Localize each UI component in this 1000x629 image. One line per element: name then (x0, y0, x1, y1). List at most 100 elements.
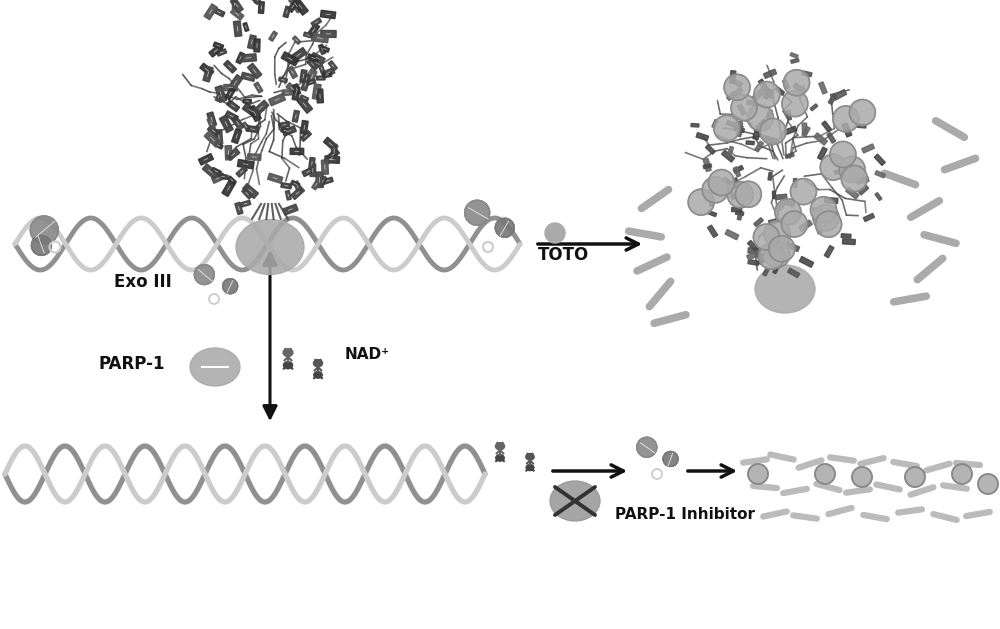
Polygon shape (857, 124, 866, 128)
Polygon shape (240, 200, 251, 207)
Polygon shape (316, 172, 323, 187)
Circle shape (833, 106, 859, 132)
Polygon shape (301, 78, 309, 91)
Polygon shape (318, 64, 325, 74)
Polygon shape (290, 47, 307, 62)
Polygon shape (321, 160, 328, 174)
Polygon shape (747, 250, 760, 260)
Text: PARP-1 Inhibitor: PARP-1 Inhibitor (615, 507, 755, 522)
Polygon shape (242, 122, 251, 131)
Polygon shape (772, 191, 776, 199)
Circle shape (753, 224, 779, 250)
Polygon shape (786, 110, 791, 120)
Polygon shape (465, 200, 490, 225)
Polygon shape (228, 74, 243, 91)
Polygon shape (834, 169, 843, 174)
Circle shape (760, 118, 786, 145)
Polygon shape (209, 45, 223, 57)
Polygon shape (842, 239, 855, 245)
Circle shape (782, 91, 808, 116)
Polygon shape (212, 173, 225, 183)
Polygon shape (292, 36, 301, 45)
Polygon shape (712, 120, 718, 128)
Polygon shape (784, 126, 797, 135)
Polygon shape (799, 220, 812, 231)
Polygon shape (727, 91, 736, 101)
Text: TOTO: TOTO (538, 246, 589, 264)
Polygon shape (230, 0, 243, 13)
Polygon shape (775, 194, 787, 199)
Ellipse shape (496, 455, 504, 461)
Polygon shape (311, 52, 325, 64)
Polygon shape (225, 87, 235, 100)
Polygon shape (279, 121, 290, 128)
Polygon shape (752, 89, 765, 101)
Circle shape (714, 115, 740, 142)
Polygon shape (281, 128, 290, 134)
Circle shape (775, 199, 801, 225)
Polygon shape (241, 72, 255, 81)
Polygon shape (327, 149, 340, 160)
Polygon shape (287, 66, 298, 79)
Polygon shape (203, 66, 213, 82)
Polygon shape (813, 208, 821, 211)
Polygon shape (775, 202, 785, 213)
Polygon shape (242, 188, 253, 199)
Polygon shape (248, 35, 256, 49)
Polygon shape (735, 211, 744, 216)
Circle shape (849, 99, 875, 126)
Circle shape (852, 467, 872, 487)
Polygon shape (291, 180, 300, 187)
Polygon shape (846, 187, 859, 199)
Polygon shape (737, 104, 746, 115)
Polygon shape (733, 165, 743, 174)
Circle shape (764, 242, 790, 267)
Polygon shape (300, 131, 311, 142)
Circle shape (841, 165, 867, 192)
Polygon shape (320, 46, 329, 52)
Polygon shape (297, 96, 313, 113)
Polygon shape (785, 153, 794, 159)
Polygon shape (194, 265, 214, 284)
Circle shape (820, 154, 846, 180)
Polygon shape (236, 52, 245, 64)
Ellipse shape (313, 360, 323, 367)
Polygon shape (232, 0, 237, 9)
Polygon shape (768, 218, 779, 225)
Polygon shape (235, 203, 243, 214)
Polygon shape (324, 153, 338, 165)
Polygon shape (818, 147, 827, 160)
Polygon shape (824, 245, 834, 258)
Polygon shape (691, 123, 699, 127)
Polygon shape (793, 83, 806, 94)
Circle shape (830, 142, 856, 167)
Polygon shape (283, 204, 298, 215)
Polygon shape (248, 105, 261, 121)
Polygon shape (784, 199, 795, 207)
Polygon shape (763, 267, 770, 276)
Polygon shape (215, 86, 227, 103)
Polygon shape (254, 0, 263, 4)
Polygon shape (841, 234, 851, 238)
Polygon shape (281, 52, 299, 66)
Polygon shape (282, 91, 292, 96)
Ellipse shape (526, 465, 534, 470)
Polygon shape (242, 0, 258, 1)
Polygon shape (232, 129, 242, 143)
Polygon shape (218, 174, 228, 179)
Polygon shape (747, 100, 757, 106)
Polygon shape (214, 142, 223, 149)
Polygon shape (768, 172, 772, 181)
Polygon shape (283, 6, 291, 18)
Polygon shape (732, 121, 743, 126)
Polygon shape (312, 33, 329, 43)
Polygon shape (862, 144, 874, 153)
Circle shape (702, 177, 728, 203)
Polygon shape (318, 44, 326, 55)
Polygon shape (766, 109, 773, 119)
Polygon shape (793, 179, 797, 187)
Polygon shape (291, 186, 305, 199)
Polygon shape (307, 79, 316, 86)
Polygon shape (696, 133, 709, 141)
Polygon shape (732, 208, 742, 212)
